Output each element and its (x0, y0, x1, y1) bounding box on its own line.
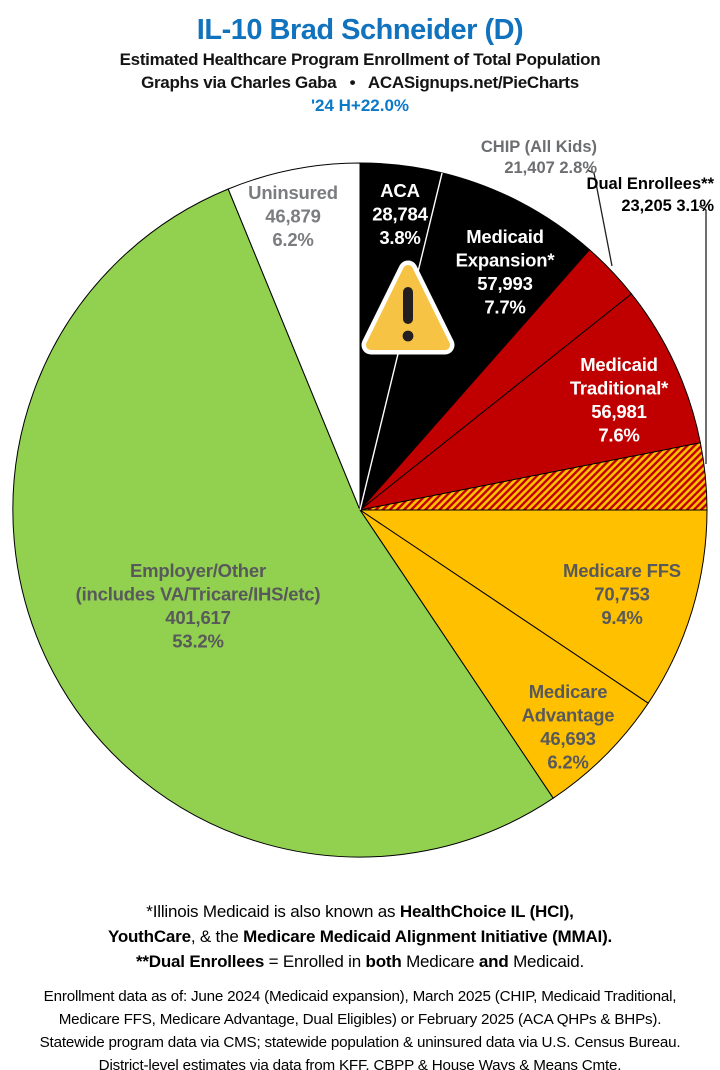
leader-line-chip (586, 169, 613, 267)
pie-slice-medicaid-expansion (359, 172, 591, 511)
pie-slice-label-medicaid-expansion: Medicaid Expansion* 57,993 7.7% (456, 226, 556, 318)
footnote-line: YouthCare, & the Medicare Medicaid Align… (107, 927, 613, 946)
pie-slice-label-medicare-advantage: Medicare Advantage 46,693 6.2% (522, 681, 615, 773)
callout-dual-label: Dual Enrollees** (586, 175, 714, 193)
pie-slice-medicare-ffs (358, 509, 708, 704)
pie-slice-label-medicare-ffs: Medicare FFS 70,753 9.4% (563, 560, 681, 628)
pie-slice-label-employer-other: Employer/Other (includes VA/Tricare/IHS/e… (76, 560, 321, 652)
warning-exclamation-dot (402, 330, 414, 342)
pie-slice-uninsured (227, 162, 361, 511)
enrollment-trend-value: '24 H+22.0% (310, 96, 410, 115)
footnote-line: **Dual Enrollees = Enrolled in both Medi… (135, 952, 585, 971)
warning-triangle-icon (361, 260, 455, 355)
pie-slices-group (12, 162, 708, 858)
leader-line-dual-enrollees (698, 205, 707, 464)
footnote-sources: Enrollment data as of: June 2024 (Medica… (0, 985, 720, 1070)
pie-labels-group: ACA 28,784 3.8% Medicaid Expansion* 57,993 7.7… (76, 180, 682, 773)
chart-subtitle: Estimated Healthcare Program Enrollment … (119, 50, 601, 69)
chart-attribution: Graphs via Charles Gaba • ACASignups.net… (141, 73, 579, 92)
footnote-medicaid-aliases: *Illinois Medicaid is also known as Heal… (0, 899, 720, 974)
pie-slice-medicare-advantage (359, 509, 649, 799)
callout-chip-value: 21,407 2.8% (504, 159, 597, 177)
callout-chip-label: CHIP (All Kids) (480, 138, 597, 156)
callout-dual-value: 23,205 3.1% (621, 197, 714, 215)
callout-dual-enrollees: Dual Enrollees** 23,205 3.1% (587, 173, 714, 217)
callout-chip: CHIP (All Kids) 21,407 2.8% (481, 137, 597, 179)
pie-slice-medicaid-traditional (359, 293, 701, 511)
pie-slice-label-uninsured: Uninsured 46,879 6.2% (248, 182, 338, 250)
page-title: IL-10 Brad Schneider (D) (196, 14, 524, 46)
footnote-line: Medicare FFS, Medicare Advantage, Dual E… (58, 1011, 662, 1028)
footnote-line: *Illinois Medicaid is also known as Heal… (146, 902, 574, 921)
warning-exclamation-bar (403, 287, 413, 324)
pie-slice-label-medicaid-traditional: Medicaid Traditional* 56,981 7.6% (570, 354, 669, 446)
footnote-line: Statewide program data via CMS; statewid… (39, 1034, 681, 1051)
footnote-line: District-level estimates via data from K… (98, 1057, 622, 1070)
footnote-line: Enrollment data as of: June 2024 (Medica… (43, 988, 677, 1005)
chart-header: IL-10 Brad Schneider (D) Estimated Healt… (0, 12, 720, 117)
pie-slice-employer-other (12, 188, 554, 858)
pie-slice-label-aca: ACA 28,784 3.8% (372, 180, 428, 248)
